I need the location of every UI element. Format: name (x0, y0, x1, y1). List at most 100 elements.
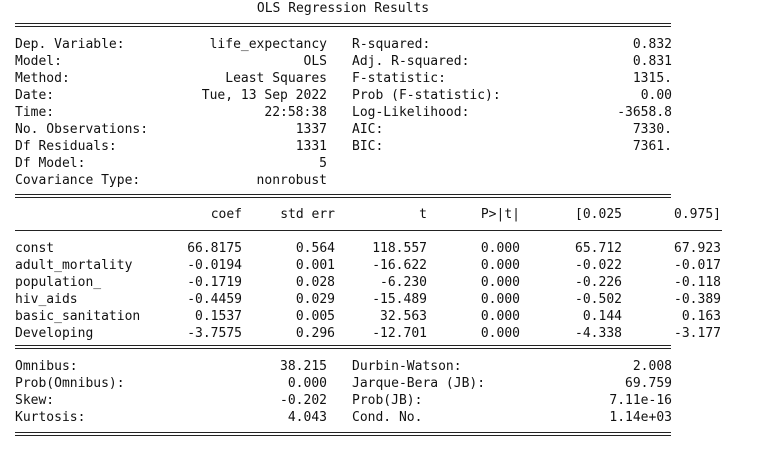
table-row: Developing -3.7575 0.296 -12.701 0.000 -… (0, 325, 763, 342)
p-value: 0.000 (480, 309, 520, 324)
t-value: -12.701 (372, 326, 427, 341)
info-row: Date: Tue, 13 Sep 2022 (0, 87, 763, 104)
variable-name: population_ (15, 275, 102, 290)
coef-value: -0.4459 (187, 292, 242, 307)
diagnostic-label: Skew: (15, 393, 55, 408)
stat-row: AIC: 7330. (0, 121, 763, 138)
coef-value: -0.0194 (187, 258, 242, 273)
ci-high-value: 67.923 (674, 241, 721, 256)
ci-low-value: -0.502 (575, 292, 622, 307)
table-row: hiv_aids -0.4459 0.029 -15.489 0.000 -0.… (0, 291, 763, 308)
double-rule-bottom (15, 432, 671, 436)
stat-label: Log-Likelihood: (352, 105, 470, 120)
info-value: Tue, 13 Sep 2022 (201, 88, 327, 103)
stat-row: R-squared: 0.832 (0, 36, 763, 53)
diagnostic-value: 0.000 (287, 376, 327, 391)
variable-name: const (15, 241, 55, 256)
stat-value: 7330. (632, 122, 672, 137)
info-row: Df Residuals: 1331 (0, 138, 763, 155)
ci-low-value: 0.144 (582, 309, 622, 324)
diagnostic-value: -0.202 (280, 393, 327, 408)
std-err-value: 0.028 (295, 275, 335, 290)
col-header-p: P>|t| (480, 207, 520, 222)
double-rule-top (15, 23, 671, 27)
col-header-ci-high: 0.975] (674, 207, 721, 222)
info-label: No. Observations: (15, 122, 149, 137)
stat-row: F-statistic: 1315. (0, 70, 763, 87)
info-label: Method: (15, 71, 70, 86)
stat-row: BIC: 7361. (0, 138, 763, 155)
variable-name: adult_mortality (15, 258, 133, 273)
variable-name: basic_sanitation (15, 309, 141, 324)
ci-low-value: -0.226 (575, 275, 622, 290)
diagnostic-label: Prob(JB): (352, 393, 423, 408)
diagnostic-value: 7.11e-16 (609, 393, 672, 408)
info-row: Covariance Type: nonrobust (0, 172, 763, 189)
stat-label: AIC: (352, 122, 384, 137)
ci-low-value: -4.338 (575, 326, 622, 341)
double-rule-3 (15, 345, 671, 349)
stat-label: Prob (F-statistic): (352, 88, 501, 103)
diagnostic-label: Cond. No. (352, 410, 423, 425)
coef-header-row: coef std err t P>|t| [0.025 0.975] (0, 206, 763, 223)
stat-label: BIC: (352, 139, 384, 154)
variable-name: Developing (15, 326, 94, 341)
info-value: life_expectancy (209, 37, 327, 52)
info-row: Method: Least Squares (0, 70, 763, 87)
info-value: nonrobust (256, 173, 327, 188)
info-value: 1331 (295, 139, 327, 154)
info-label: Model: (15, 54, 62, 69)
col-header-ci-low: [0.025 (575, 207, 622, 222)
info-label: Df Model: (15, 156, 86, 171)
diagnostic-value: 4.043 (287, 410, 327, 425)
stat-row: Log-Likelihood: -3658.8 (0, 104, 763, 121)
stat-value: 1315. (632, 71, 672, 86)
ci-high-value: -0.118 (674, 275, 721, 290)
stat-label: Adj. R-squared: (352, 54, 470, 69)
t-value: 32.563 (380, 309, 427, 324)
stat-value: 0.831 (632, 54, 672, 69)
ci-high-value: 0.163 (681, 309, 721, 324)
info-value: OLS (303, 54, 327, 69)
diagnostic-label: Omnibus: (15, 359, 78, 374)
ci-low-value: -0.022 (575, 258, 622, 273)
info-label: Date: (15, 88, 55, 103)
col-header-t: t (419, 207, 427, 222)
coef-value: 0.1537 (195, 309, 242, 324)
double-rule-2 (15, 194, 671, 198)
info-value: 1337 (295, 122, 327, 137)
col-header-std-err: std err (280, 207, 335, 222)
stat-value: 0.00 (640, 88, 672, 103)
ci-high-value: -0.017 (674, 258, 721, 273)
t-value: -6.230 (380, 275, 427, 290)
info-label: Covariance Type: (15, 173, 141, 188)
ci-high-value: -3.177 (674, 326, 721, 341)
table-row: adult_mortality -0.0194 0.001 -16.622 0.… (0, 257, 763, 274)
p-value: 0.000 (480, 326, 520, 341)
stat-value: 0.832 (632, 37, 672, 52)
table-row: population_ -0.1719 0.028 -6.230 0.000 -… (0, 274, 763, 291)
diagnostic-row: Skew: -0.202 Prob(JB): 7.11e-16 (0, 392, 763, 409)
std-err-value: 0.564 (295, 241, 335, 256)
stat-value: 7361. (632, 139, 672, 154)
diagnostic-label: Prob(Omnibus): (15, 376, 125, 391)
ci-high-value: -0.389 (674, 292, 721, 307)
coef-value: 66.8175 (187, 241, 242, 256)
info-value: 5 (319, 156, 327, 171)
p-value: 0.000 (480, 258, 520, 273)
diagnostic-label: Durbin-Watson: (352, 359, 462, 374)
p-value: 0.000 (480, 241, 520, 256)
p-value: 0.000 (480, 292, 520, 307)
diagnostic-label: Jarque-Bera (JB): (352, 376, 486, 391)
table-row: const 66.8175 0.564 118.557 0.000 65.712… (0, 240, 763, 257)
report-title: OLS Regression Results (256, 1, 430, 16)
t-value: -16.622 (372, 258, 427, 273)
diagnostic-value: 38.215 (280, 359, 327, 374)
diagnostic-row: Kurtosis: 4.043 Cond. No. 1.14e+03 (0, 409, 763, 426)
t-value: 118.557 (372, 241, 427, 256)
t-value: -15.489 (372, 292, 427, 307)
info-label: Time: (15, 105, 55, 120)
diagnostic-value: 1.14e+03 (609, 410, 672, 425)
std-err-value: 0.296 (295, 326, 335, 341)
std-err-value: 0.029 (295, 292, 335, 307)
